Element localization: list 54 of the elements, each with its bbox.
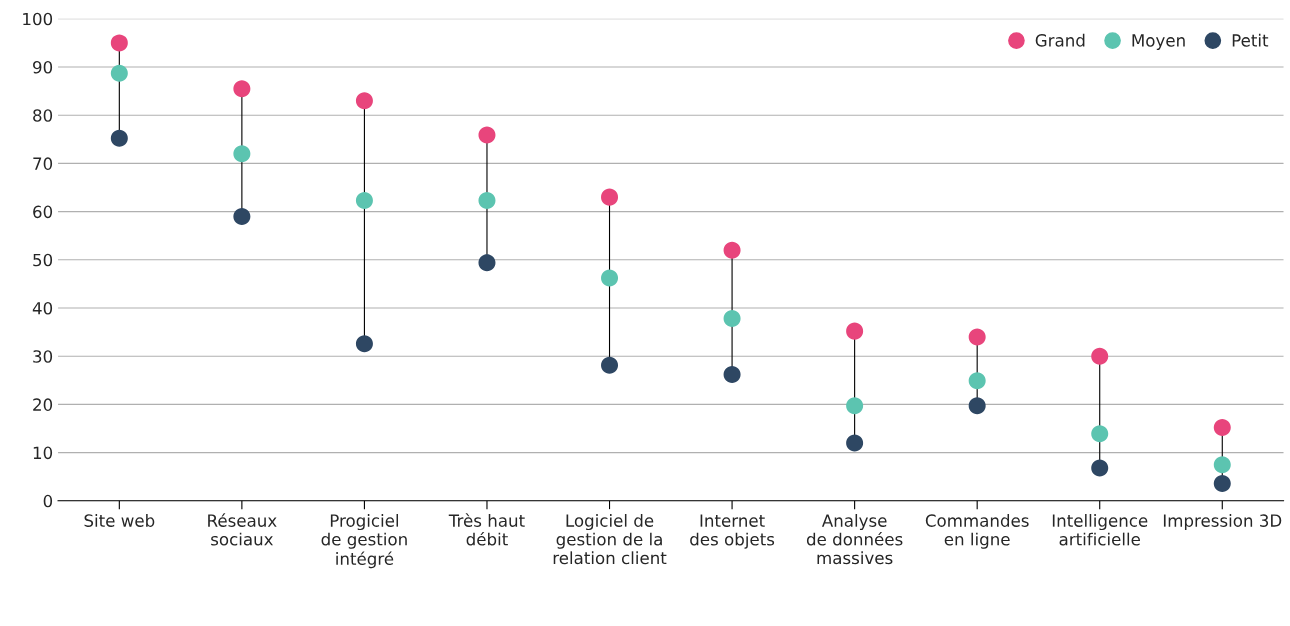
x-tick-label: Intelligence artificielle <box>1052 513 1148 546</box>
x-tick-label: Analyse de données massives <box>806 513 903 565</box>
y-tick-label: 10 <box>33 446 53 460</box>
point <box>1091 459 1109 477</box>
y-tick-label: 0 <box>43 494 53 508</box>
point <box>478 254 496 272</box>
y-tick-label: 30 <box>33 350 53 363</box>
y-tick-label: 20 <box>33 398 53 411</box>
point <box>478 192 496 210</box>
y-tick-label: 90 <box>33 60 53 74</box>
point <box>233 80 251 98</box>
point <box>1213 474 1231 492</box>
point <box>968 328 986 346</box>
point <box>110 64 128 82</box>
y-tick-label: 50 <box>33 253 53 267</box>
x-tick-label: Logiciel de gestion de la relation client <box>553 513 667 565</box>
point <box>846 434 864 452</box>
point <box>846 322 864 340</box>
point <box>723 241 741 259</box>
x-tick-label: Commandes en ligne <box>925 513 1029 549</box>
point <box>1091 347 1109 365</box>
point <box>601 188 619 206</box>
point <box>601 269 619 287</box>
point <box>478 126 496 144</box>
point <box>233 207 251 225</box>
point <box>601 356 619 374</box>
point <box>110 129 128 147</box>
x-tick-label: Réseaux sociaux <box>208 513 277 546</box>
point <box>233 145 251 163</box>
x-tick-label: Site web <box>84 513 155 527</box>
legend-label: Petit <box>1232 33 1269 47</box>
y-tick-label: 80 <box>33 109 53 122</box>
point <box>723 366 741 384</box>
y-tick-label: 100 <box>23 12 53 26</box>
x-tick-label: Impression 3D <box>1163 513 1282 531</box>
point <box>846 397 864 415</box>
point <box>1213 419 1231 437</box>
x-tick-label: Très haut débit <box>448 513 525 546</box>
y-tick-label: 40 <box>32 301 53 315</box>
x-tick-label: Internet des objets <box>690 514 775 549</box>
x-tick-label: Progiciel de gestion intégré <box>321 513 407 569</box>
point <box>1091 425 1109 443</box>
y-tick-label: 70 <box>33 157 53 170</box>
point <box>355 335 373 353</box>
point <box>723 310 741 328</box>
legend-label: Grand <box>1035 33 1085 47</box>
point <box>110 34 128 52</box>
y-tick-label: 60 <box>33 205 53 219</box>
point <box>968 397 986 415</box>
point <box>355 92 373 110</box>
point <box>355 192 373 210</box>
legend-label: Moyen <box>1132 34 1185 50</box>
point <box>1213 456 1231 474</box>
point <box>968 372 986 390</box>
